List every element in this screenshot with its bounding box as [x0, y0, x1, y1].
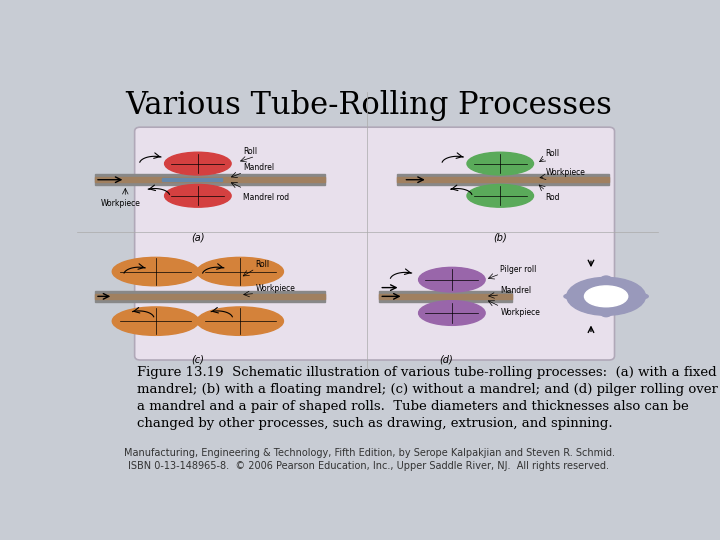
Ellipse shape [600, 276, 611, 284]
Bar [95, 177, 325, 182]
Ellipse shape [165, 185, 231, 207]
Text: Workpiece: Workpiece [256, 285, 295, 293]
Text: Workpiece: Workpiece [500, 308, 540, 317]
Bar [379, 291, 513, 302]
Bar [95, 291, 325, 302]
Text: Roll: Roll [243, 147, 257, 156]
Text: Mandrel: Mandrel [500, 286, 531, 295]
Text: Mandrel rod: Mandrel rod [243, 193, 289, 202]
Ellipse shape [112, 258, 199, 286]
FancyBboxPatch shape [135, 127, 615, 360]
Text: Various Tube-Rolling Processes: Various Tube-Rolling Processes [125, 90, 613, 121]
Bar [397, 174, 609, 185]
Circle shape [585, 286, 628, 307]
Text: (a): (a) [191, 232, 204, 242]
Text: Roll: Roll [256, 260, 269, 268]
Text: (b): (b) [493, 232, 507, 242]
Circle shape [567, 278, 645, 315]
Text: Manufacturing, Engineering & Technology, Fifth Edition, by Serope Kalpakjian and: Manufacturing, Engineering & Technology,… [124, 448, 614, 471]
Ellipse shape [112, 307, 199, 335]
Text: Roll: Roll [546, 148, 559, 158]
Ellipse shape [467, 185, 534, 207]
Ellipse shape [197, 258, 284, 286]
Ellipse shape [197, 307, 284, 335]
Ellipse shape [418, 301, 485, 326]
Ellipse shape [633, 294, 648, 299]
Bar [379, 294, 513, 299]
Ellipse shape [165, 152, 231, 175]
Ellipse shape [467, 152, 534, 175]
Bar [95, 294, 325, 299]
Bar [161, 178, 222, 181]
Text: (d): (d) [439, 355, 453, 365]
Bar [95, 174, 325, 185]
Text: Workpiece: Workpiece [546, 168, 585, 177]
Ellipse shape [600, 309, 611, 316]
Ellipse shape [564, 294, 579, 299]
Ellipse shape [418, 267, 485, 292]
Text: Pilger roll: Pilger roll [500, 265, 536, 274]
Text: Figure 13.19  Schematic illustration of various tube-rolling processes:  (a) wit: Figure 13.19 Schematic illustration of v… [138, 366, 719, 430]
Bar [397, 177, 609, 182]
Text: Rod: Rod [546, 193, 560, 202]
Text: (c): (c) [192, 355, 204, 365]
Text: Workpiece: Workpiece [101, 199, 141, 208]
Text: Mandrel: Mandrel [243, 164, 274, 172]
